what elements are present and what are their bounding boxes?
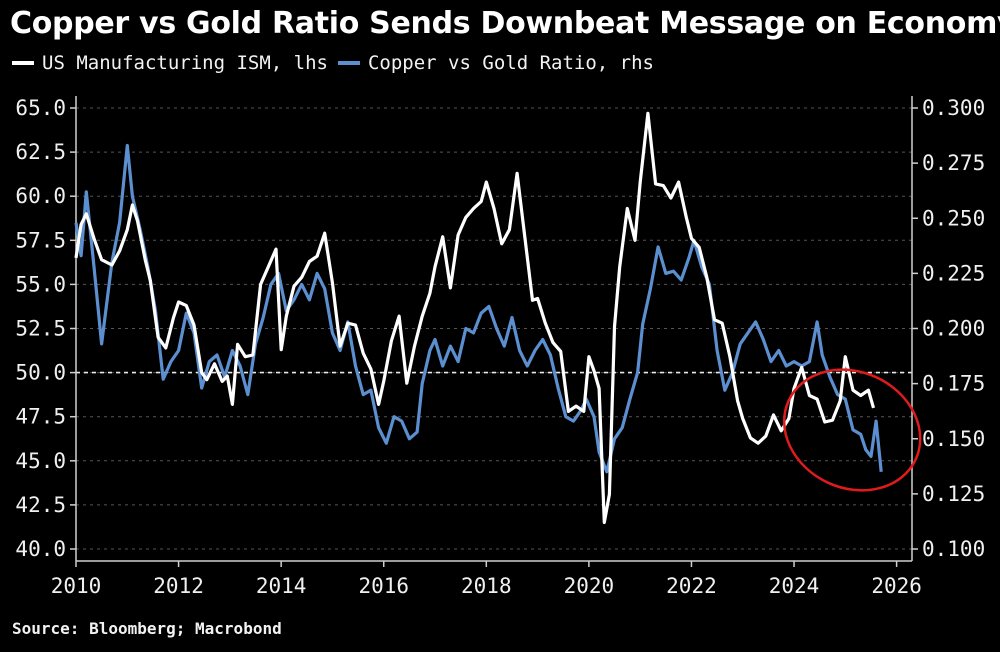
x-tick-label: 2016	[358, 574, 409, 598]
x-tick-label: 2018	[461, 574, 512, 598]
x-tick-label: 2026	[871, 574, 922, 598]
right-tick-label: 0.275	[922, 151, 985, 175]
highlight-circle	[782, 368, 922, 492]
legend-label-ism: US Manufacturing ISM, lhs	[42, 52, 328, 74]
legend-item-ratio: Copper vs Gold Ratio, rhs	[337, 52, 654, 74]
left-tick-label: 45.0	[15, 449, 66, 473]
left-tick-label: 50.0	[15, 361, 66, 385]
x-tick-label: 2010	[51, 574, 102, 598]
x-tick-label: 2024	[769, 574, 820, 598]
right-tick-label: 0.150	[922, 427, 985, 451]
x-tick-label: 2012	[153, 574, 204, 598]
x-tick-label: 2020	[564, 574, 615, 598]
series-line-copper-gold-ratio	[74, 143, 883, 474]
legend-label-ratio: Copper vs Gold Ratio, rhs	[367, 52, 654, 74]
right-tick-label: 0.200	[922, 317, 985, 341]
left-tick-label: 57.5	[15, 228, 66, 252]
source-note: Source: Bloomberg; Macrobond	[12, 619, 282, 638]
left-tick-label: 42.5	[15, 493, 66, 517]
right-tick-label: 0.300	[922, 96, 985, 120]
left-tick-label: 47.5	[15, 405, 66, 429]
legend-swatch-ism	[12, 61, 34, 65]
left-tick-label: 65.0	[15, 96, 66, 120]
chart-plot: 40.0 42.5 45.0 47.5 50.0 52.5 55.0 57.5 60.0 62.5…	[15, 96, 985, 598]
series-line-us-manufacturing-ism	[74, 111, 876, 525]
left-tick-label: 55.0	[15, 272, 66, 296]
legend-swatch-ratio	[337, 61, 360, 65]
right-tick-label: 0.225	[922, 261, 985, 285]
left-tick-label: 62.5	[15, 140, 66, 164]
right-tick-label: 0.125	[922, 482, 985, 506]
legend-item-ism: US Manufacturing ISM, lhs	[12, 52, 328, 74]
left-tick-label: 40.0	[15, 537, 66, 561]
left-tick-label: 52.5	[15, 317, 66, 341]
x-tick-label: 2022	[666, 574, 717, 598]
left-tick-label: 60.0	[15, 184, 66, 208]
x-tick-label: 2014	[256, 574, 307, 598]
right-tick-label: 0.100	[922, 537, 985, 561]
chart-legend: US Manufacturing ISM, lhs Copper vs Gold…	[12, 52, 664, 74]
right-tick-label: 0.175	[922, 372, 985, 396]
right-tick-label: 0.250	[922, 206, 985, 230]
chart-title: Copper vs Gold Ratio Sends Downbeat Mess…	[10, 6, 1000, 41]
